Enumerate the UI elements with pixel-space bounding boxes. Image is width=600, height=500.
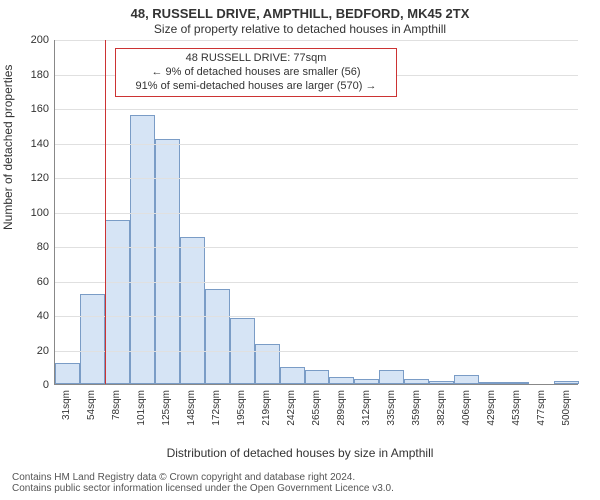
y-tick-label: 60 [37, 276, 49, 288]
y-tick-label: 20 [37, 345, 49, 357]
annotation-line: 91% of semi-detached houses are larger (… [122, 80, 390, 94]
x-tick-label: 148sqm [186, 390, 197, 426]
gridline [55, 213, 578, 214]
page: 48, RUSSELL DRIVE, AMPTHILL, BEDFORD, MK… [0, 0, 600, 500]
x-tick-label: 195sqm [236, 390, 247, 426]
x-tick-label: 335sqm [386, 390, 397, 426]
x-tick-label: 31sqm [61, 390, 72, 420]
x-tick-label: 125sqm [161, 390, 172, 426]
x-axis-label: Distribution of detached houses by size … [0, 446, 600, 460]
x-tick-label: 78sqm [111, 390, 122, 420]
footer-line-2: Contains public sector information licen… [12, 483, 588, 494]
x-tick-label: 242sqm [286, 390, 297, 426]
x-tick-label: 289sqm [336, 390, 347, 426]
annotation-box: 48 RUSSELL DRIVE: 77sqm← 9% of detached … [115, 48, 397, 97]
gridline [55, 316, 578, 317]
gridline [55, 351, 578, 352]
gridline [55, 109, 578, 110]
y-tick-label: 120 [31, 172, 49, 184]
y-tick-label: 160 [31, 103, 49, 115]
x-tick-label: 429sqm [486, 390, 497, 426]
histogram-bar [504, 382, 529, 384]
footer: Contains HM Land Registry data © Crown c… [12, 472, 588, 494]
x-tick-label: 172sqm [211, 390, 222, 426]
histogram-bar [305, 370, 330, 384]
histogram-bar [329, 377, 354, 384]
histogram-bar [55, 363, 80, 384]
histogram-bar [180, 237, 205, 384]
histogram-bar [205, 289, 230, 384]
annotation-line: 48 RUSSELL DRIVE: 77sqm [122, 52, 390, 66]
histogram-bar [280, 367, 305, 384]
x-tick-label: 312sqm [361, 390, 372, 426]
histogram-bar [404, 379, 429, 384]
y-tick-label: 180 [31, 69, 49, 81]
gridline [55, 178, 578, 179]
histogram-bar [429, 381, 454, 384]
x-tick-label: 382sqm [436, 390, 447, 426]
annotation-line: ← 9% of detached houses are smaller (56) [122, 66, 390, 80]
page-title: 48, RUSSELL DRIVE, AMPTHILL, BEDFORD, MK… [0, 6, 600, 21]
x-tick-label: 265sqm [311, 390, 322, 426]
histogram-plot: 02040608010012014016018020031sqm54sqm78s… [54, 40, 578, 385]
y-tick-label: 0 [43, 379, 49, 391]
histogram-bar [105, 220, 130, 384]
x-tick-label: 453sqm [511, 390, 522, 426]
gridline [55, 40, 578, 41]
x-tick-label: 406sqm [461, 390, 472, 426]
x-tick-label: 477sqm [536, 390, 547, 426]
histogram-bar [130, 115, 155, 384]
histogram-bar [479, 382, 504, 384]
histogram-bar [379, 370, 404, 384]
x-tick-label: 219sqm [261, 390, 272, 426]
page-subtitle: Size of property relative to detached ho… [0, 22, 600, 36]
y-axis-label: Number of detached properties [1, 65, 15, 230]
y-tick-label: 200 [31, 34, 49, 46]
gridline [55, 144, 578, 145]
y-tick-label: 80 [37, 241, 49, 253]
histogram-bar [454, 375, 479, 384]
x-tick-label: 500sqm [561, 390, 572, 426]
x-tick-label: 101sqm [136, 390, 147, 426]
gridline [55, 282, 578, 283]
histogram-bar [80, 294, 105, 384]
footer-line-1: Contains HM Land Registry data © Crown c… [12, 472, 588, 483]
marker-line [105, 40, 106, 384]
x-tick-label: 54sqm [86, 390, 97, 420]
histogram-bar [354, 379, 379, 384]
y-tick-label: 40 [37, 310, 49, 322]
histogram-bar [155, 139, 180, 384]
x-tick-label: 359sqm [411, 390, 422, 426]
y-tick-label: 100 [31, 207, 49, 219]
histogram-bar [554, 381, 579, 384]
gridline [55, 247, 578, 248]
y-tick-label: 140 [31, 138, 49, 150]
